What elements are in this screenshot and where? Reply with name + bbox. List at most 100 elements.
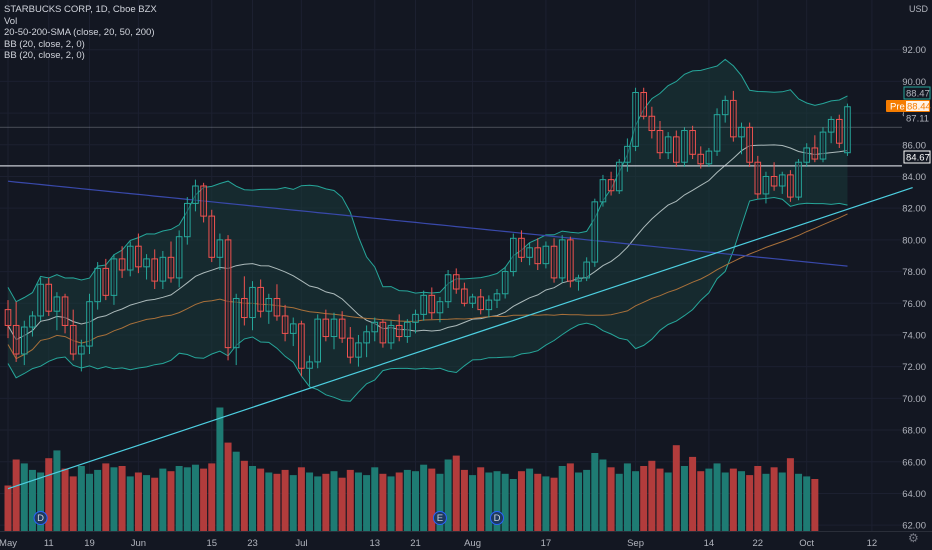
y-tick-label: 82.00	[902, 204, 926, 215]
x-tick-label: 17	[541, 538, 552, 549]
candle-body	[12, 324, 20, 355]
candle-body	[819, 131, 827, 160]
volume-bar	[477, 467, 485, 531]
event-marker	[432, 511, 447, 525]
candle-body	[787, 174, 794, 198]
volume-bar	[69, 476, 77, 531]
volume-bar	[151, 477, 159, 531]
candle-body	[534, 247, 542, 265]
volume-bar	[672, 445, 680, 531]
candle-body	[110, 258, 118, 296]
candle-body	[29, 315, 36, 328]
volume-bar	[371, 467, 379, 531]
volume-bar	[306, 472, 314, 531]
volume-bar	[322, 473, 330, 531]
x-tick-label: Oct	[799, 538, 814, 549]
volume-bar	[412, 471, 419, 531]
candle-body	[558, 239, 566, 279]
event-marker-label: D	[37, 513, 44, 524]
volume-bar	[558, 466, 566, 531]
volume-bar	[289, 475, 297, 531]
volume-bar	[191, 464, 199, 531]
candle-body	[184, 202, 191, 238]
candle-body	[78, 345, 85, 355]
candle-body	[371, 321, 379, 333]
trendline	[7, 187, 913, 490]
volume-bar	[485, 472, 493, 531]
legend-title[interactable]: STARBUCKS CORP, 1D, Cboe BZX	[4, 4, 157, 15]
candle-body	[501, 271, 509, 295]
candle-body	[713, 114, 721, 152]
candle-body	[143, 258, 150, 268]
legend-sma[interactable]: 20-50-200-SMA (close, 20, 50, 200)	[4, 27, 155, 38]
y-tick-label: 64.00	[902, 489, 926, 500]
candle-body	[159, 256, 167, 282]
candle-body	[452, 274, 460, 290]
candle-body	[803, 147, 811, 163]
candle-body	[461, 288, 468, 304]
candle-body	[673, 136, 680, 163]
legend-bb-1[interactable]: BB (20, close, 2, 0)	[4, 38, 85, 50]
volume-bar	[656, 468, 664, 531]
currency-label[interactable]: USD	[908, 4, 928, 14]
candle-body	[689, 130, 696, 155]
volume-bar	[713, 463, 721, 531]
volume-bar	[257, 468, 265, 531]
candle-body	[624, 145, 631, 163]
legend-bb-2[interactable]: BB (20, close, 2, 0)	[4, 50, 85, 61]
volume-bar	[607, 467, 615, 531]
premarket-price-value: 88.44	[907, 102, 931, 113]
candle-body	[322, 318, 330, 338]
candle-body	[599, 179, 607, 203]
volume-bar	[705, 468, 713, 531]
volume-bar	[648, 460, 656, 531]
candle-body	[273, 298, 281, 317]
candle-body	[86, 301, 93, 347]
candle-body	[444, 274, 452, 303]
gear-icon[interactable]: ⚙	[908, 531, 919, 545]
price-tag	[904, 112, 930, 124]
volume-bar	[452, 455, 460, 531]
premarket-prefix: Pre	[890, 102, 905, 113]
candle-body	[827, 118, 835, 133]
volume-bar	[762, 473, 770, 531]
volume-bar	[232, 451, 240, 531]
candle-body	[208, 215, 216, 258]
volume-bar	[395, 472, 403, 531]
volume-bar	[729, 468, 737, 531]
volume-bar	[436, 473, 444, 531]
volume-bar	[338, 477, 346, 531]
volume-bar	[664, 472, 672, 531]
y-tick-label: 62.00	[902, 521, 926, 532]
x-tick-label: Aug	[464, 538, 481, 549]
volume-bar	[37, 472, 45, 531]
legend-volume[interactable]: Vol	[4, 15, 18, 27]
candle-body	[102, 267, 110, 296]
candle-body	[420, 294, 427, 315]
x-tick-label: Jul	[295, 538, 307, 549]
candle-body	[836, 118, 843, 144]
candle-body	[21, 326, 28, 355]
volume-bar	[346, 469, 354, 531]
price-tag	[903, 150, 931, 164]
volume-bar	[175, 466, 183, 531]
x-tick-label: May	[0, 538, 17, 549]
volume-bar	[314, 476, 322, 531]
candle-body	[45, 283, 53, 312]
candle-body	[754, 161, 762, 195]
event-marker	[33, 511, 48, 525]
y-tick-label: 84.00	[902, 172, 926, 183]
candle-body	[510, 237, 517, 273]
volume-bar	[697, 471, 705, 531]
volume-bar	[493, 471, 501, 531]
candle-body	[379, 321, 387, 344]
candle-body	[567, 239, 574, 282]
volume-bar	[4, 485, 12, 531]
price-tag	[903, 86, 931, 100]
candle-body	[795, 161, 802, 198]
volume-bar	[517, 471, 525, 531]
volume-bar	[501, 473, 509, 531]
volume-bar	[86, 473, 93, 531]
candle-body	[681, 130, 688, 163]
